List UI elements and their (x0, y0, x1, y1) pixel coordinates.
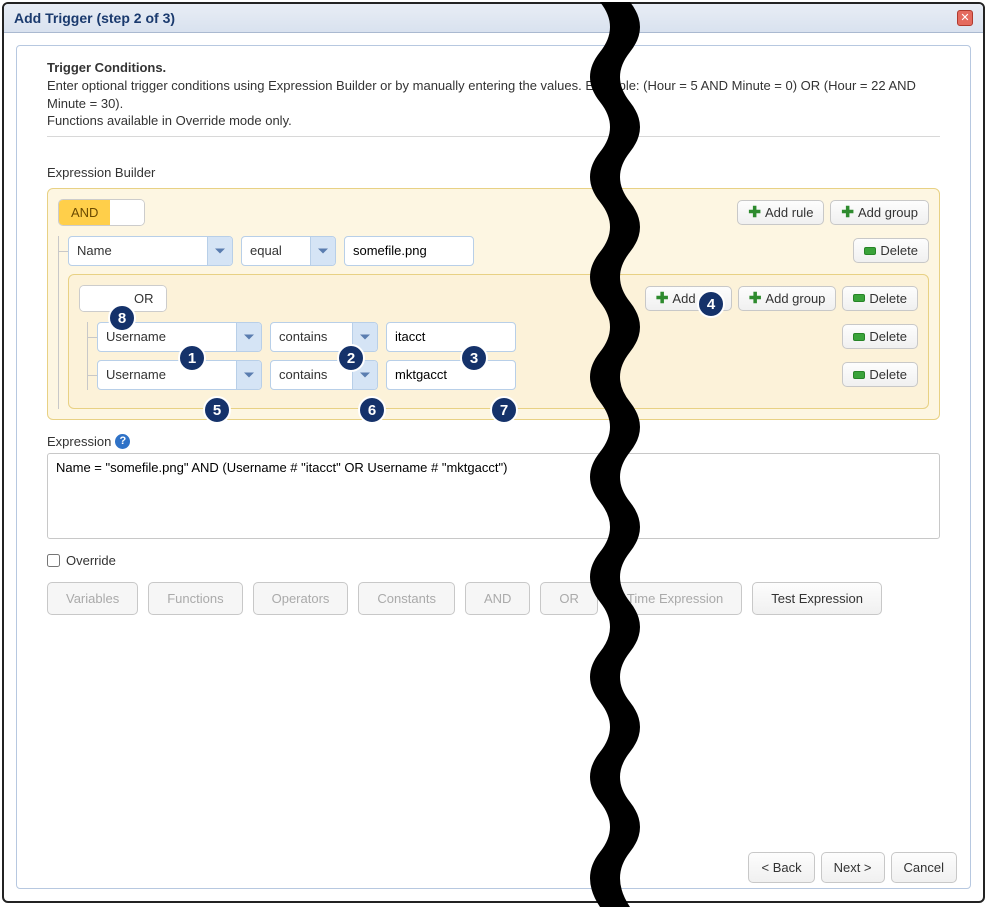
functions-button[interactable]: Functions (148, 582, 242, 615)
rule-b-operator-select[interactable]: contains (270, 360, 378, 390)
rule1-field-select[interactable]: Name (68, 236, 233, 266)
nested-group: OR ✚Add rule ✚Add group Delete (68, 274, 929, 409)
expression-builder: AND ✚Add rule ✚Add group Name equal (47, 188, 940, 420)
chevron-down-icon (360, 334, 370, 339)
root-add-rule-button[interactable]: ✚Add rule (737, 200, 824, 225)
test-expression-button[interactable]: Test Expression (752, 582, 882, 615)
conditions-heading: Trigger Conditions. (47, 60, 940, 75)
root-and-segment[interactable]: AND (59, 200, 110, 225)
conditions-header: Trigger Conditions. Enter optional trigg… (47, 60, 940, 137)
expression-label: Expression (47, 434, 111, 449)
conditions-desc-1: Enter optional trigger conditions using … (47, 77, 940, 112)
dialog-header: Add Trigger (step 2 of 3) ✕ (4, 4, 983, 33)
operators-button[interactable]: Operators (253, 582, 349, 615)
and-button[interactable]: AND (465, 582, 530, 615)
inner-panel: Trigger Conditions. Enter optional trigg… (16, 45, 971, 889)
nested-rule-b: Username contains Delete (97, 360, 918, 390)
chevron-down-icon (244, 372, 254, 377)
nested-or-segment[interactable]: OR (122, 286, 166, 311)
expression-builder-label: Expression Builder (47, 165, 940, 180)
plus-icon: ✚ (748, 205, 761, 220)
variables-button[interactable]: Variables (47, 582, 138, 615)
dialog-body: Trigger Conditions. Enter optional trigg… (4, 33, 983, 901)
expression-textarea[interactable] (47, 453, 940, 539)
back-button[interactable]: < Back (748, 852, 814, 883)
conditions-desc-2: Functions available in Override mode onl… (47, 112, 940, 130)
minus-icon (864, 247, 876, 255)
nested-group-buttons: ✚Add rule ✚Add group Delete (645, 286, 918, 311)
rule-a-delete-button[interactable]: Delete (842, 324, 918, 349)
dialog-title: Add Trigger (step 2 of 3) (14, 10, 175, 26)
chevron-down-icon (244, 334, 254, 339)
next-button[interactable]: Next > (821, 852, 885, 883)
constants-button[interactable]: Constants (358, 582, 455, 615)
add-trigger-dialog: Add Trigger (step 2 of 3) ✕ Trigger Cond… (2, 2, 985, 903)
rule-a-value-input[interactable] (386, 322, 516, 352)
override-label: Override (66, 553, 116, 568)
wizard-footer: < Back Next > Cancel (748, 852, 957, 883)
minus-icon (853, 371, 865, 379)
rule-a-operator-select[interactable]: contains (270, 322, 378, 352)
chevron-down-icon (215, 248, 225, 253)
rule-b-value-input[interactable] (386, 360, 516, 390)
override-row: Override (47, 553, 940, 568)
nested-andor-switch[interactable]: OR (79, 285, 167, 312)
nested-group-header: OR ✚Add rule ✚Add group Delete (79, 285, 918, 312)
root-or-segment[interactable] (110, 200, 144, 225)
nested-add-group-button[interactable]: ✚Add group (738, 286, 837, 311)
or-button[interactable]: OR (540, 582, 598, 615)
plus-icon: ✚ (841, 205, 854, 220)
rule-row-1: Name equal Delete (68, 236, 929, 266)
root-add-group-button[interactable]: ✚Add group (830, 200, 929, 225)
root-group-buttons: ✚Add rule ✚Add group (737, 200, 929, 225)
nested-rule-a: Username contains Delete (97, 322, 918, 352)
nested-and-segment[interactable] (80, 286, 122, 311)
minus-icon (853, 333, 865, 341)
close-icon[interactable]: ✕ (957, 10, 973, 26)
rule1-operator-select[interactable]: equal (241, 236, 336, 266)
override-checkbox[interactable] (47, 554, 60, 567)
nested-add-rule-button[interactable]: ✚Add rule (645, 286, 732, 311)
minus-icon (853, 294, 865, 302)
plus-icon: ✚ (749, 291, 762, 306)
root-andor-switch[interactable]: AND (58, 199, 145, 226)
rule1-delete-button[interactable]: Delete (853, 238, 929, 263)
rule-b-field-select[interactable]: Username (97, 360, 262, 390)
rule-b-delete-button[interactable]: Delete (842, 362, 918, 387)
plus-icon: ✚ (656, 291, 669, 306)
rule-a-field-select[interactable]: Username (97, 322, 262, 352)
chevron-down-icon (318, 248, 328, 253)
time-expression-button[interactable]: Time Expression (608, 582, 742, 615)
root-group-header: AND ✚Add rule ✚Add group (58, 199, 929, 226)
chevron-down-icon (360, 372, 370, 377)
help-icon[interactable]: ? (115, 434, 130, 449)
expression-toolbar: Variables Functions Operators Constants … (47, 582, 940, 615)
nested-delete-group-button[interactable]: Delete (842, 286, 918, 311)
expression-label-row: Expression ? (47, 434, 940, 449)
cancel-button[interactable]: Cancel (891, 852, 957, 883)
rule1-value-input[interactable] (344, 236, 474, 266)
